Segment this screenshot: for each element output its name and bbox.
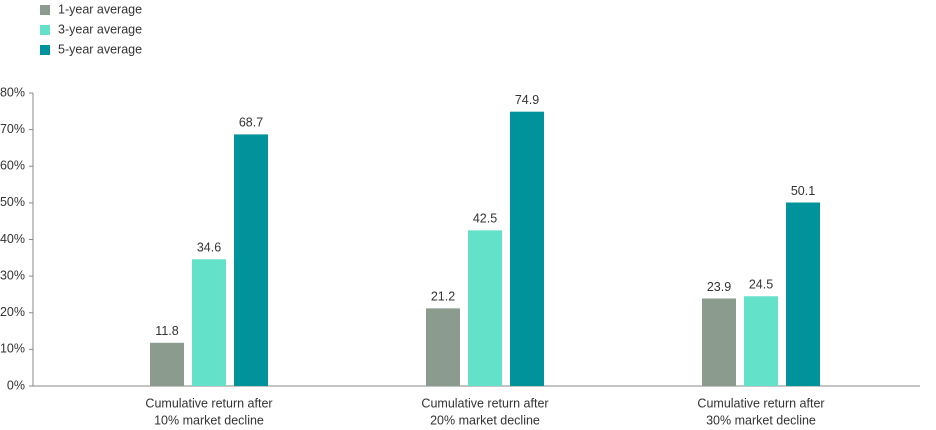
legend-swatch bbox=[40, 45, 50, 55]
bar bbox=[192, 259, 226, 386]
bar bbox=[744, 296, 778, 386]
y-tick-label: 30% bbox=[0, 268, 25, 282]
legend-swatch bbox=[40, 25, 50, 35]
value-label: 74.9 bbox=[515, 93, 539, 107]
value-label: 34.6 bbox=[197, 241, 221, 255]
x-tick-label: 30% market decline bbox=[706, 413, 816, 427]
x-tick-label: Cumulative return after bbox=[421, 396, 548, 410]
value-label: 50.1 bbox=[791, 184, 815, 198]
legend-label: 1-year average bbox=[58, 2, 142, 16]
x-tick-label: Cumulative return after bbox=[145, 396, 272, 410]
y-tick-label: 20% bbox=[0, 305, 25, 319]
y-tick-label: 0% bbox=[7, 378, 25, 392]
value-label: 68.7 bbox=[239, 116, 263, 130]
y-tick-label: 80% bbox=[0, 85, 25, 99]
bar bbox=[786, 202, 820, 386]
value-label: 42.5 bbox=[473, 212, 497, 226]
y-tick-label: 40% bbox=[0, 232, 25, 246]
value-label: 23.9 bbox=[707, 280, 731, 294]
legend-swatch bbox=[40, 5, 50, 15]
bar bbox=[234, 134, 268, 386]
bar bbox=[426, 308, 460, 386]
x-tick-label: Cumulative return after bbox=[697, 396, 824, 410]
legend-label: 5-year average bbox=[58, 42, 142, 56]
bar bbox=[510, 111, 544, 387]
value-label: 11.8 bbox=[155, 324, 178, 338]
legend-label: 3-year average bbox=[58, 22, 142, 36]
x-tick-label: 10% market decline bbox=[154, 413, 264, 427]
value-label: 24.5 bbox=[749, 278, 773, 292]
bar bbox=[468, 230, 502, 386]
bar bbox=[702, 298, 736, 386]
bar bbox=[150, 342, 184, 386]
y-tick-label: 10% bbox=[0, 342, 25, 356]
value-label: 21.2 bbox=[431, 290, 455, 304]
y-tick-label: 50% bbox=[0, 195, 25, 209]
y-tick-label: 60% bbox=[0, 159, 25, 173]
x-tick-label: 20% market decline bbox=[430, 413, 540, 427]
y-tick-label: 70% bbox=[0, 122, 25, 136]
